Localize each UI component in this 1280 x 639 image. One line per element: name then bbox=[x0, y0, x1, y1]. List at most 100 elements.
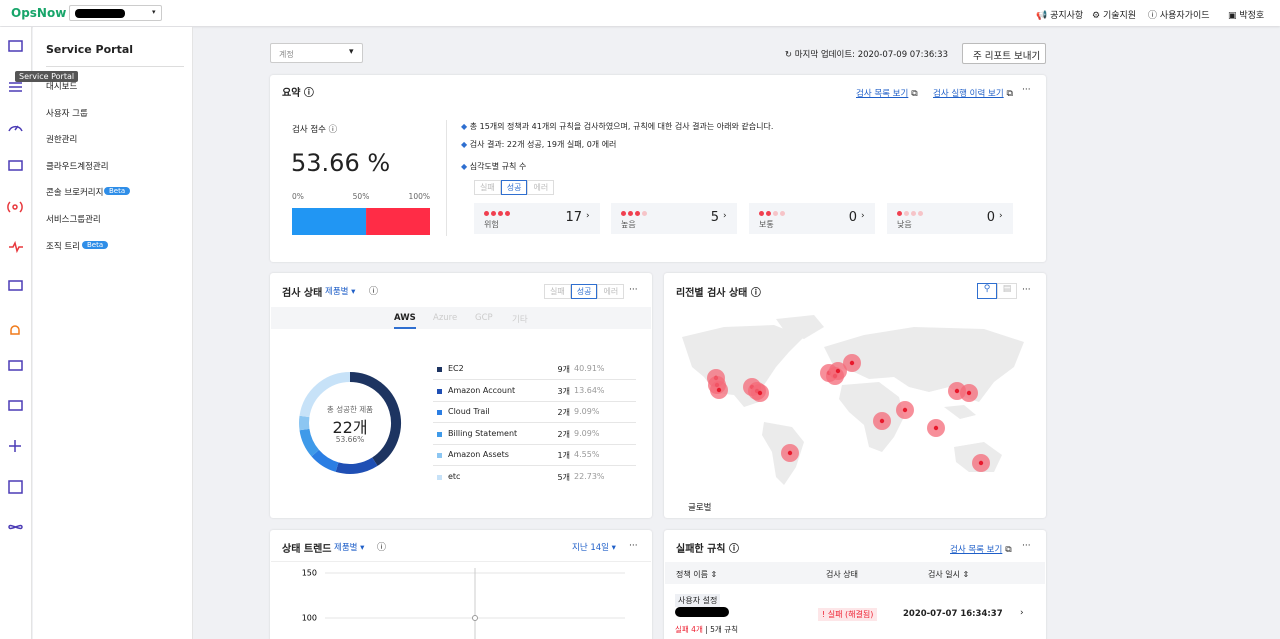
legend-swatch bbox=[437, 453, 442, 458]
product-share: 40.91% bbox=[574, 364, 605, 373]
link-text[interactable]: 검사 목록 보기 bbox=[856, 89, 909, 99]
table-view[interactable]: ▤ bbox=[997, 283, 1017, 299]
column-header[interactable]: 정책 이름 ⇕ bbox=[676, 570, 718, 579]
tab[interactable]: 성공 bbox=[570, 284, 598, 299]
column-header[interactable]: 검사 일시 ⇕ bbox=[928, 570, 970, 579]
menu-item[interactable]: 권한관리 bbox=[46, 135, 78, 145]
list-link[interactable]: 검사 목록 보기 ⧉ bbox=[950, 545, 1012, 555]
icon[interactable] bbox=[9, 440, 21, 452]
severity-box[interactable] bbox=[474, 203, 600, 234]
column-text[interactable]: 정책 이름 bbox=[676, 570, 708, 579]
severity-count: 17 bbox=[565, 210, 582, 225]
rail-icons bbox=[7, 40, 23, 530]
menu-item[interactable]: 대시보드 bbox=[46, 82, 78, 92]
report-text[interactable]: 리포트 보내기 bbox=[984, 51, 1041, 62]
grouping-select[interactable]: 제품별 ▾ bbox=[325, 287, 356, 297]
divider bbox=[271, 561, 651, 562]
severity-box[interactable] bbox=[887, 203, 1013, 234]
list-link[interactable]: 검사 목록 보기 ⧉ bbox=[856, 89, 918, 99]
legend-swatch bbox=[437, 474, 442, 480]
report-button[interactable]: 주 리포트 보내기 bbox=[962, 43, 1046, 64]
product-name: etc bbox=[448, 471, 461, 481]
period-select[interactable]: 지난 14일 ▾ bbox=[572, 543, 616, 553]
icon[interactable] bbox=[8, 524, 23, 530]
cloud-tab[interactable]: Azure bbox=[433, 313, 458, 323]
link-text[interactable]: 검사 실행 이력 보기 bbox=[933, 89, 1004, 99]
menu-item[interactable]: 서비스그룹관리 bbox=[46, 215, 101, 225]
icon[interactable] bbox=[8, 160, 23, 171]
tab[interactable]: 에러 bbox=[597, 284, 625, 299]
product-share: 9.09% bbox=[574, 428, 600, 438]
cloud-tab[interactable]: 기타 bbox=[512, 315, 528, 325]
grouping-select[interactable]: 제품별 ▾ bbox=[334, 543, 365, 553]
icon[interactable] bbox=[8, 400, 23, 411]
period[interactable]: 지난 14일 bbox=[572, 543, 609, 553]
trend-card bbox=[270, 530, 652, 639]
guide-link[interactable]: ⓘ 사용자가이드 bbox=[1148, 11, 1210, 21]
region-dot bbox=[716, 387, 722, 393]
icon[interactable] bbox=[10, 325, 20, 335]
grouping[interactable]: 제품별 bbox=[325, 287, 349, 297]
account-select[interactable]: ▾ bbox=[69, 5, 162, 21]
score-fill bbox=[292, 208, 367, 235]
row-chevron[interactable]: › bbox=[1020, 608, 1024, 618]
legend-swatch bbox=[437, 410, 442, 415]
severity-box[interactable] bbox=[611, 203, 737, 234]
notice-link[interactable]: 📢 공지사항 bbox=[1036, 11, 1084, 21]
rule-count: 5개 규칙 bbox=[710, 625, 739, 634]
column-text[interactable]: 검사 일시 bbox=[928, 570, 960, 579]
cloud-tab[interactable]: AWS bbox=[394, 313, 416, 329]
status-tabs: 실패 성공 에러 bbox=[544, 284, 625, 299]
icon[interactable] bbox=[9, 82, 22, 92]
history-link[interactable]: 검사 실행 이력 보기 ⧉ bbox=[933, 89, 1013, 99]
icon[interactable] bbox=[8, 40, 23, 52]
icon[interactable] bbox=[8, 280, 23, 291]
region-dot bbox=[849, 360, 855, 366]
menu-item[interactable]: 사용자 그룹 bbox=[46, 109, 88, 119]
link-text[interactable]: 검사 목록 보기 bbox=[950, 545, 1003, 555]
divider bbox=[46, 66, 184, 67]
user-menu[interactable]: ▣ 박정호 bbox=[1228, 11, 1265, 21]
tab[interactable]: 실패 bbox=[474, 180, 501, 195]
filter-label[interactable]: 계정 bbox=[279, 50, 294, 59]
tab[interactable]: 성공 bbox=[500, 180, 528, 195]
guide[interactable]: 사용자가이드 bbox=[1159, 11, 1210, 21]
tab[interactable]: 실패 bbox=[544, 284, 571, 299]
product-share: 22.73% bbox=[574, 471, 605, 481]
redacted bbox=[675, 607, 729, 617]
scale-label: 50% bbox=[353, 192, 370, 201]
menu-item[interactable]: 콘솔 브로커리지 bbox=[46, 188, 104, 198]
product-count: 1개 bbox=[557, 451, 570, 460]
menu-item[interactable]: 클라우드계정관리 bbox=[46, 162, 109, 172]
more-button[interactable]: ··· bbox=[1022, 541, 1031, 551]
notice[interactable]: 공지사항 bbox=[1050, 11, 1084, 21]
divider bbox=[446, 120, 447, 236]
map-view[interactable]: ⚲ bbox=[977, 283, 997, 299]
user-name[interactable]: 박정호 bbox=[1239, 11, 1265, 21]
tab[interactable]: 에러 bbox=[527, 180, 555, 195]
region-dot bbox=[902, 407, 908, 413]
cloud-tab[interactable]: GCP bbox=[475, 313, 493, 323]
more-button[interactable]: ··· bbox=[629, 285, 638, 295]
grouping[interactable]: 제품별 bbox=[334, 543, 358, 553]
icon[interactable] bbox=[8, 360, 23, 371]
chevron: › bbox=[586, 211, 590, 221]
menu-item[interactable]: 조직 트리 bbox=[46, 242, 80, 252]
support-link[interactable]: ⚙ 기술지원 bbox=[1092, 11, 1137, 21]
logo[interactable]: OpsNow bbox=[11, 6, 67, 20]
icon[interactable] bbox=[8, 125, 23, 132]
region-dot bbox=[978, 460, 984, 466]
score-label: 검사 점수 ⓘ bbox=[292, 125, 338, 135]
account-filter[interactable]: 계정 ▾ bbox=[270, 43, 363, 63]
product-share: 9.09% bbox=[574, 407, 600, 416]
card-title: 검사 상태 bbox=[282, 288, 323, 299]
more-button[interactable]: ··· bbox=[1022, 85, 1031, 95]
icon[interactable] bbox=[8, 480, 23, 494]
severity-box[interactable] bbox=[749, 203, 875, 234]
continent bbox=[839, 382, 904, 452]
support[interactable]: 기술지원 bbox=[1102, 11, 1137, 21]
severity-label: 위험 bbox=[484, 220, 499, 229]
more-button[interactable]: ··· bbox=[1022, 285, 1031, 295]
more-button[interactable]: ··· bbox=[629, 541, 638, 551]
donut-caption: 총 성공한 제품 bbox=[326, 405, 374, 414]
